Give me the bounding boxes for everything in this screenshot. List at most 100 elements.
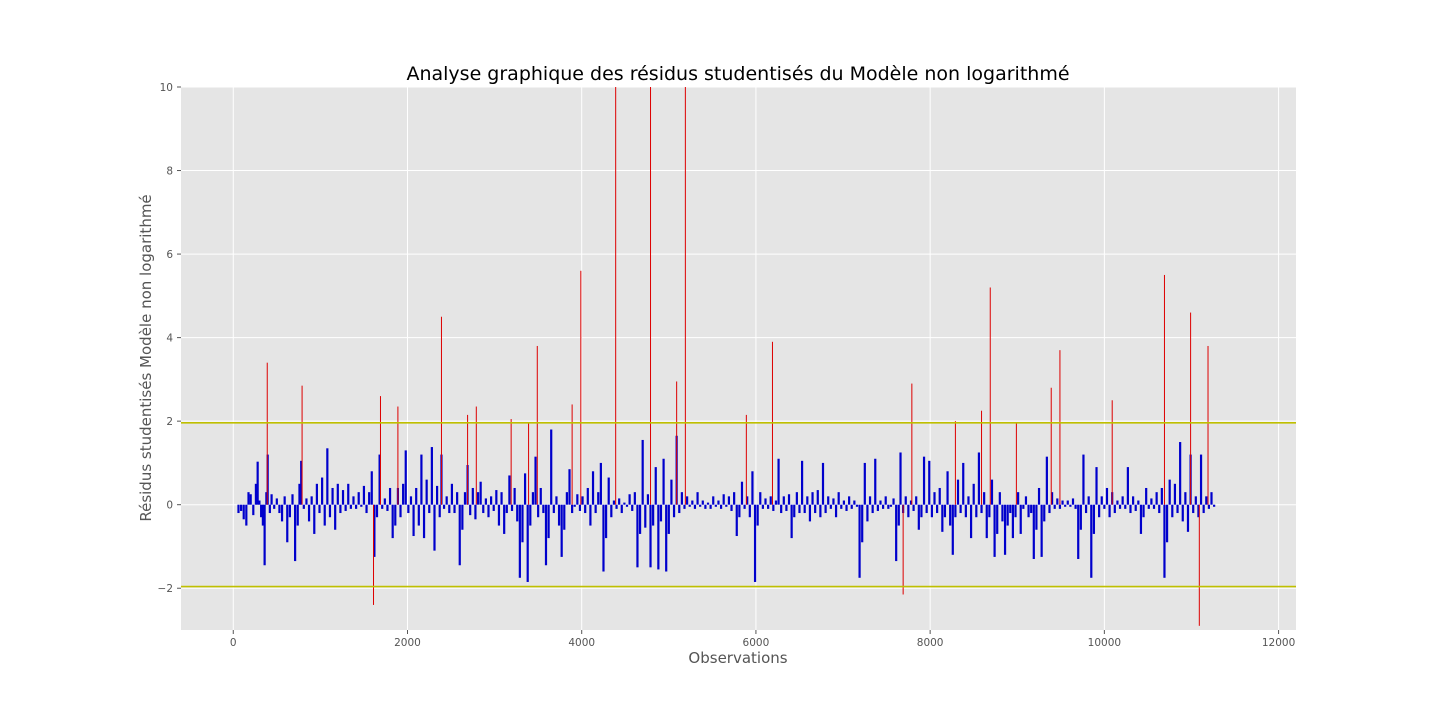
residual-bar	[654, 467, 657, 505]
residual-bar	[806, 496, 809, 505]
residual-bar	[436, 485, 439, 505]
residual-bar	[307, 504, 311, 522]
outlier-bar	[266, 362, 268, 505]
outlier-bar	[475, 406, 477, 505]
outlier-bar	[397, 406, 399, 505]
outlier-bar	[954, 421, 956, 505]
residual-bar	[323, 504, 326, 526]
residual-bar	[882, 504, 885, 509]
residual-bar	[722, 494, 725, 505]
residual-bar	[1121, 496, 1124, 505]
residual-bar	[759, 492, 762, 505]
y-tick-label: 4	[166, 333, 173, 345]
residual-bar	[526, 504, 529, 582]
residual-bar	[539, 487, 542, 505]
residual-bar	[378, 454, 381, 505]
residual-bar	[897, 504, 900, 526]
residual-bar	[876, 504, 879, 511]
outlier-bar	[676, 381, 678, 505]
residual-bar	[537, 504, 540, 518]
residual-bar	[816, 490, 819, 505]
residual-bar	[879, 500, 882, 505]
y-tick-label: 8	[166, 166, 173, 178]
outlier-bar	[902, 504, 904, 595]
residual-bar	[644, 504, 647, 528]
residual-bar	[917, 504, 920, 530]
residual-bar	[448, 504, 451, 514]
residual-bar	[858, 504, 861, 578]
residual-bar	[286, 504, 289, 543]
residual-bar	[270, 494, 273, 505]
residual-bar	[300, 460, 303, 505]
residual-bar	[589, 504, 592, 526]
y-tick-label: 6	[166, 249, 173, 261]
residual-bar	[1113, 504, 1116, 514]
residual-bar	[915, 496, 918, 505]
residual-bar	[941, 504, 944, 532]
x-tick-label: 10000	[1088, 637, 1121, 649]
residual-bar	[899, 452, 902, 505]
residual-bar	[370, 471, 373, 505]
residual-bar	[1090, 504, 1093, 578]
residual-bar	[938, 487, 941, 505]
x-axis-label: Observations	[688, 649, 787, 667]
residual-bar	[1213, 504, 1216, 507]
residual-bar	[291, 494, 294, 505]
residual-bar	[479, 481, 482, 505]
residual-bar	[386, 504, 389, 511]
residual-bar	[1053, 504, 1056, 509]
residual-bar	[594, 504, 597, 514]
residual-bar	[445, 496, 448, 505]
residual-bar	[492, 504, 495, 511]
residual-bar	[819, 504, 822, 518]
residual-bar	[402, 483, 405, 505]
residual-bar	[712, 496, 715, 505]
residual-bar	[1202, 504, 1205, 514]
residual-bar	[709, 504, 712, 509]
residual-bar	[347, 483, 350, 505]
residual-bar	[977, 452, 981, 505]
residual-bar	[442, 504, 446, 509]
residual-bar	[727, 496, 731, 505]
residual-bar	[928, 460, 931, 505]
residual-bar	[884, 496, 887, 505]
residual-bar	[283, 496, 286, 505]
residual-bar	[552, 504, 555, 514]
plot-background	[181, 87, 1296, 630]
residual-bar	[1001, 504, 1004, 522]
residual-bar	[383, 498, 386, 505]
residual-bar	[339, 504, 342, 514]
residual-bar	[471, 487, 474, 505]
residual-bar	[375, 504, 379, 518]
residual-bar	[265, 492, 268, 505]
residual-bar	[761, 504, 764, 509]
y-tick-label: −2	[158, 583, 173, 595]
residual-bar	[649, 504, 652, 568]
outlier-bar	[615, 87, 617, 505]
residual-bar	[258, 500, 261, 505]
residual-bar	[591, 471, 595, 505]
grid-lines	[181, 86, 1296, 630]
residual-bar	[735, 504, 738, 537]
residual-bar	[450, 483, 454, 505]
residual-bar	[315, 483, 318, 505]
residual-bar	[360, 504, 363, 507]
residual-bar	[972, 483, 975, 505]
residual-bar	[1205, 496, 1208, 505]
residual-bar	[1048, 504, 1051, 514]
residual-bar	[909, 500, 913, 505]
residual-bar	[381, 504, 384, 509]
residual-bar	[461, 504, 464, 530]
residual-bar	[474, 504, 477, 520]
residual-bar	[344, 504, 347, 511]
residual-bar	[1087, 496, 1090, 505]
residual-bar	[904, 496, 907, 505]
residual-bar	[798, 504, 801, 514]
residual-bar	[738, 504, 741, 518]
residual-bar	[417, 504, 420, 526]
residual-bar	[1150, 498, 1153, 505]
residual-bar	[714, 504, 717, 507]
residual-bar	[693, 504, 697, 509]
residual-bar	[237, 504, 240, 514]
